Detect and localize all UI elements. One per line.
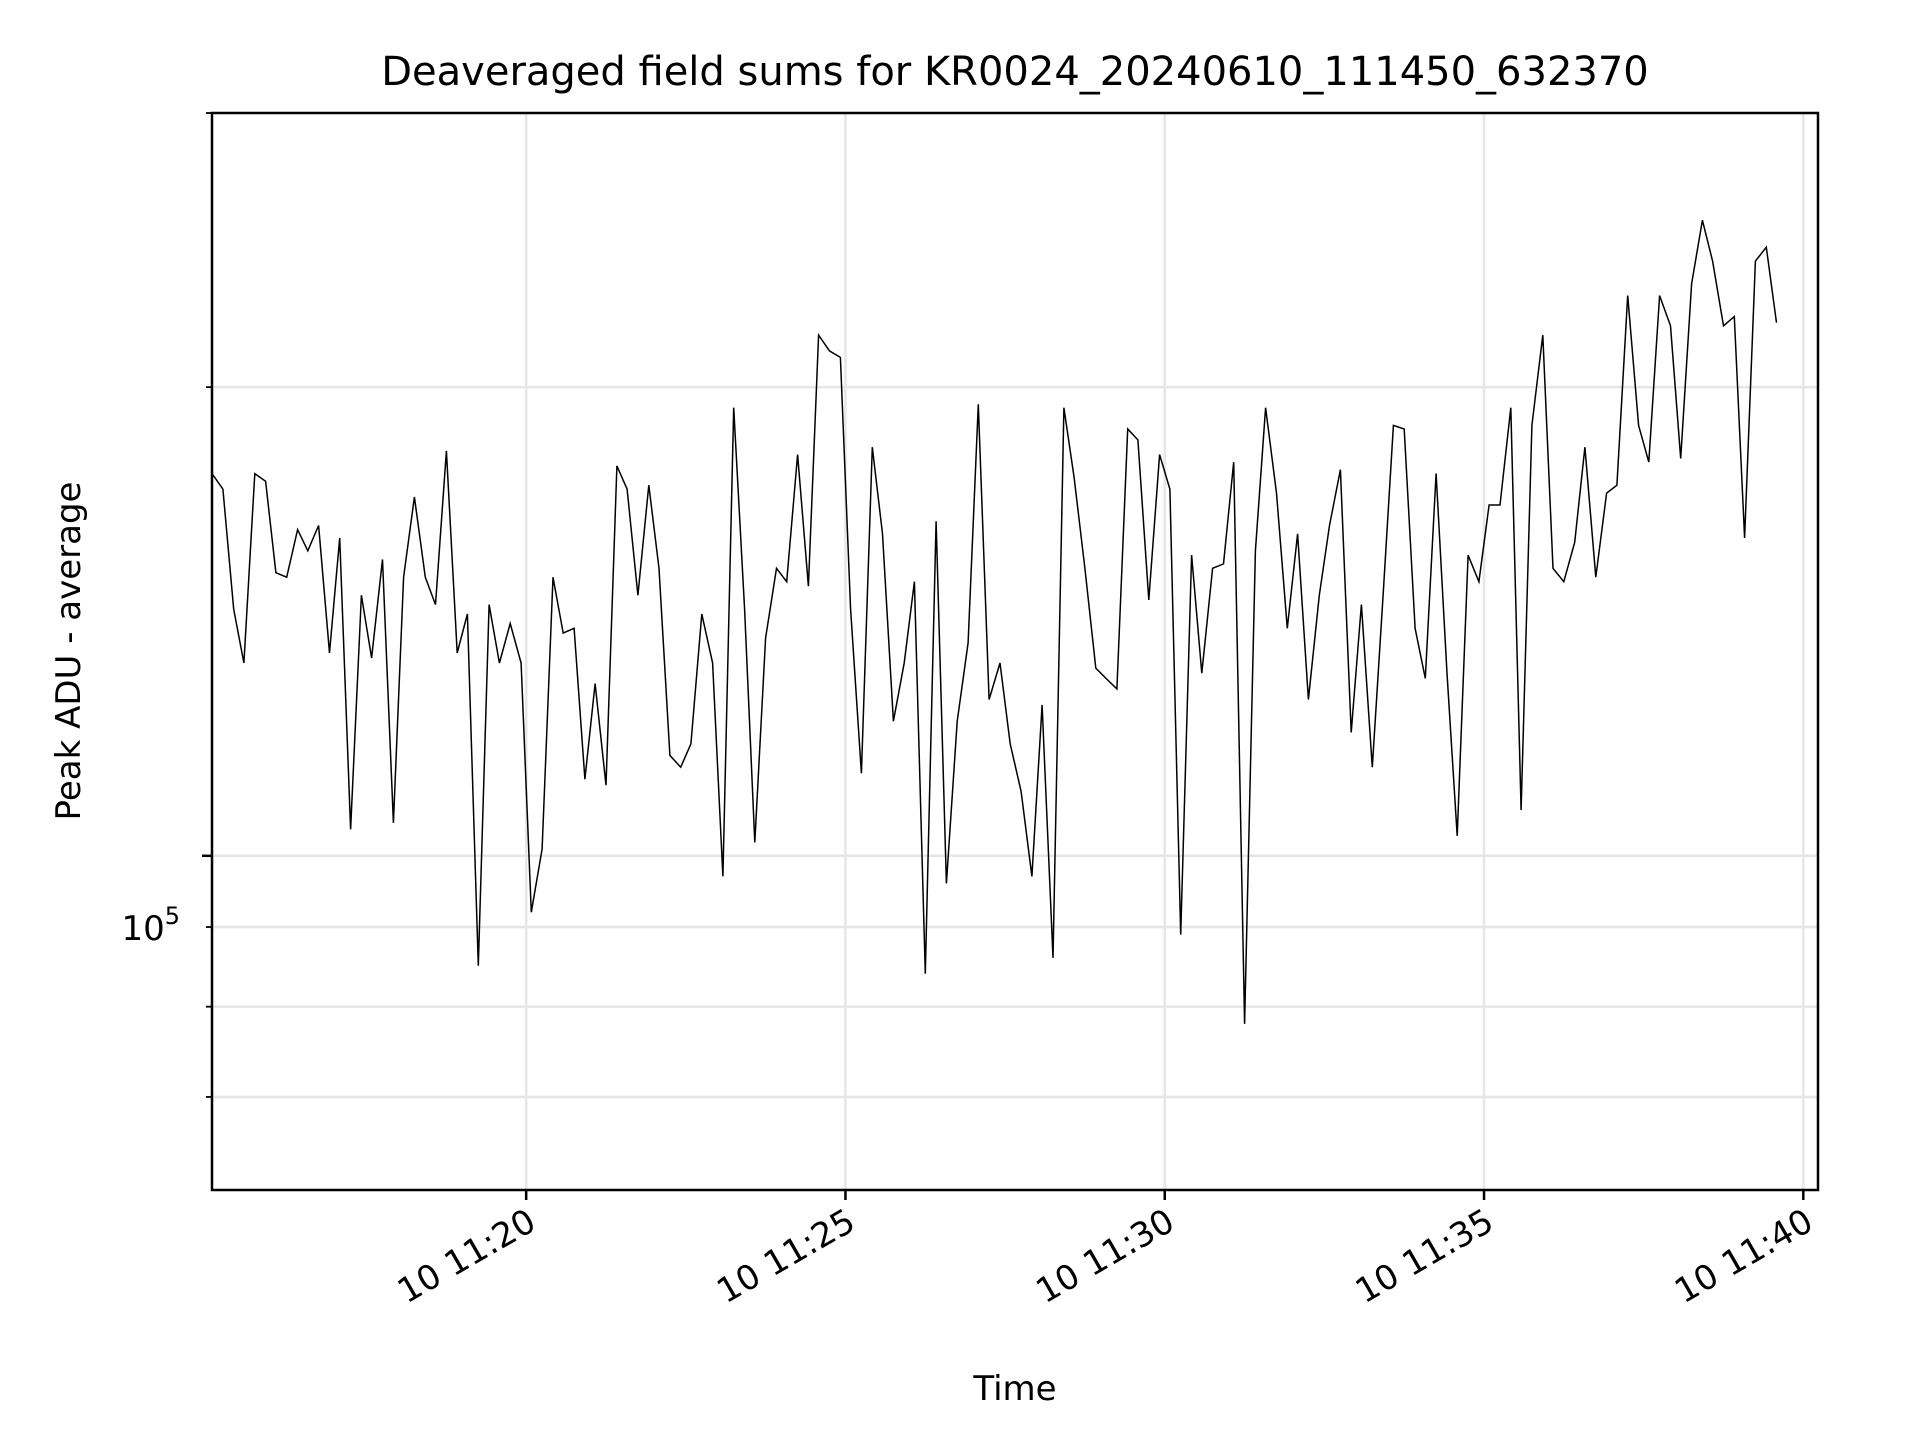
y-tick-label-base: 10 [121,909,164,949]
y-tick-label-exponent: 5 [165,902,180,930]
y-axis-label: Peak ADU - average [49,482,89,821]
chart-title: Deaveraged field sums for KR0024_2024061… [381,49,1649,95]
x-axis-label: Time [972,1369,1056,1409]
